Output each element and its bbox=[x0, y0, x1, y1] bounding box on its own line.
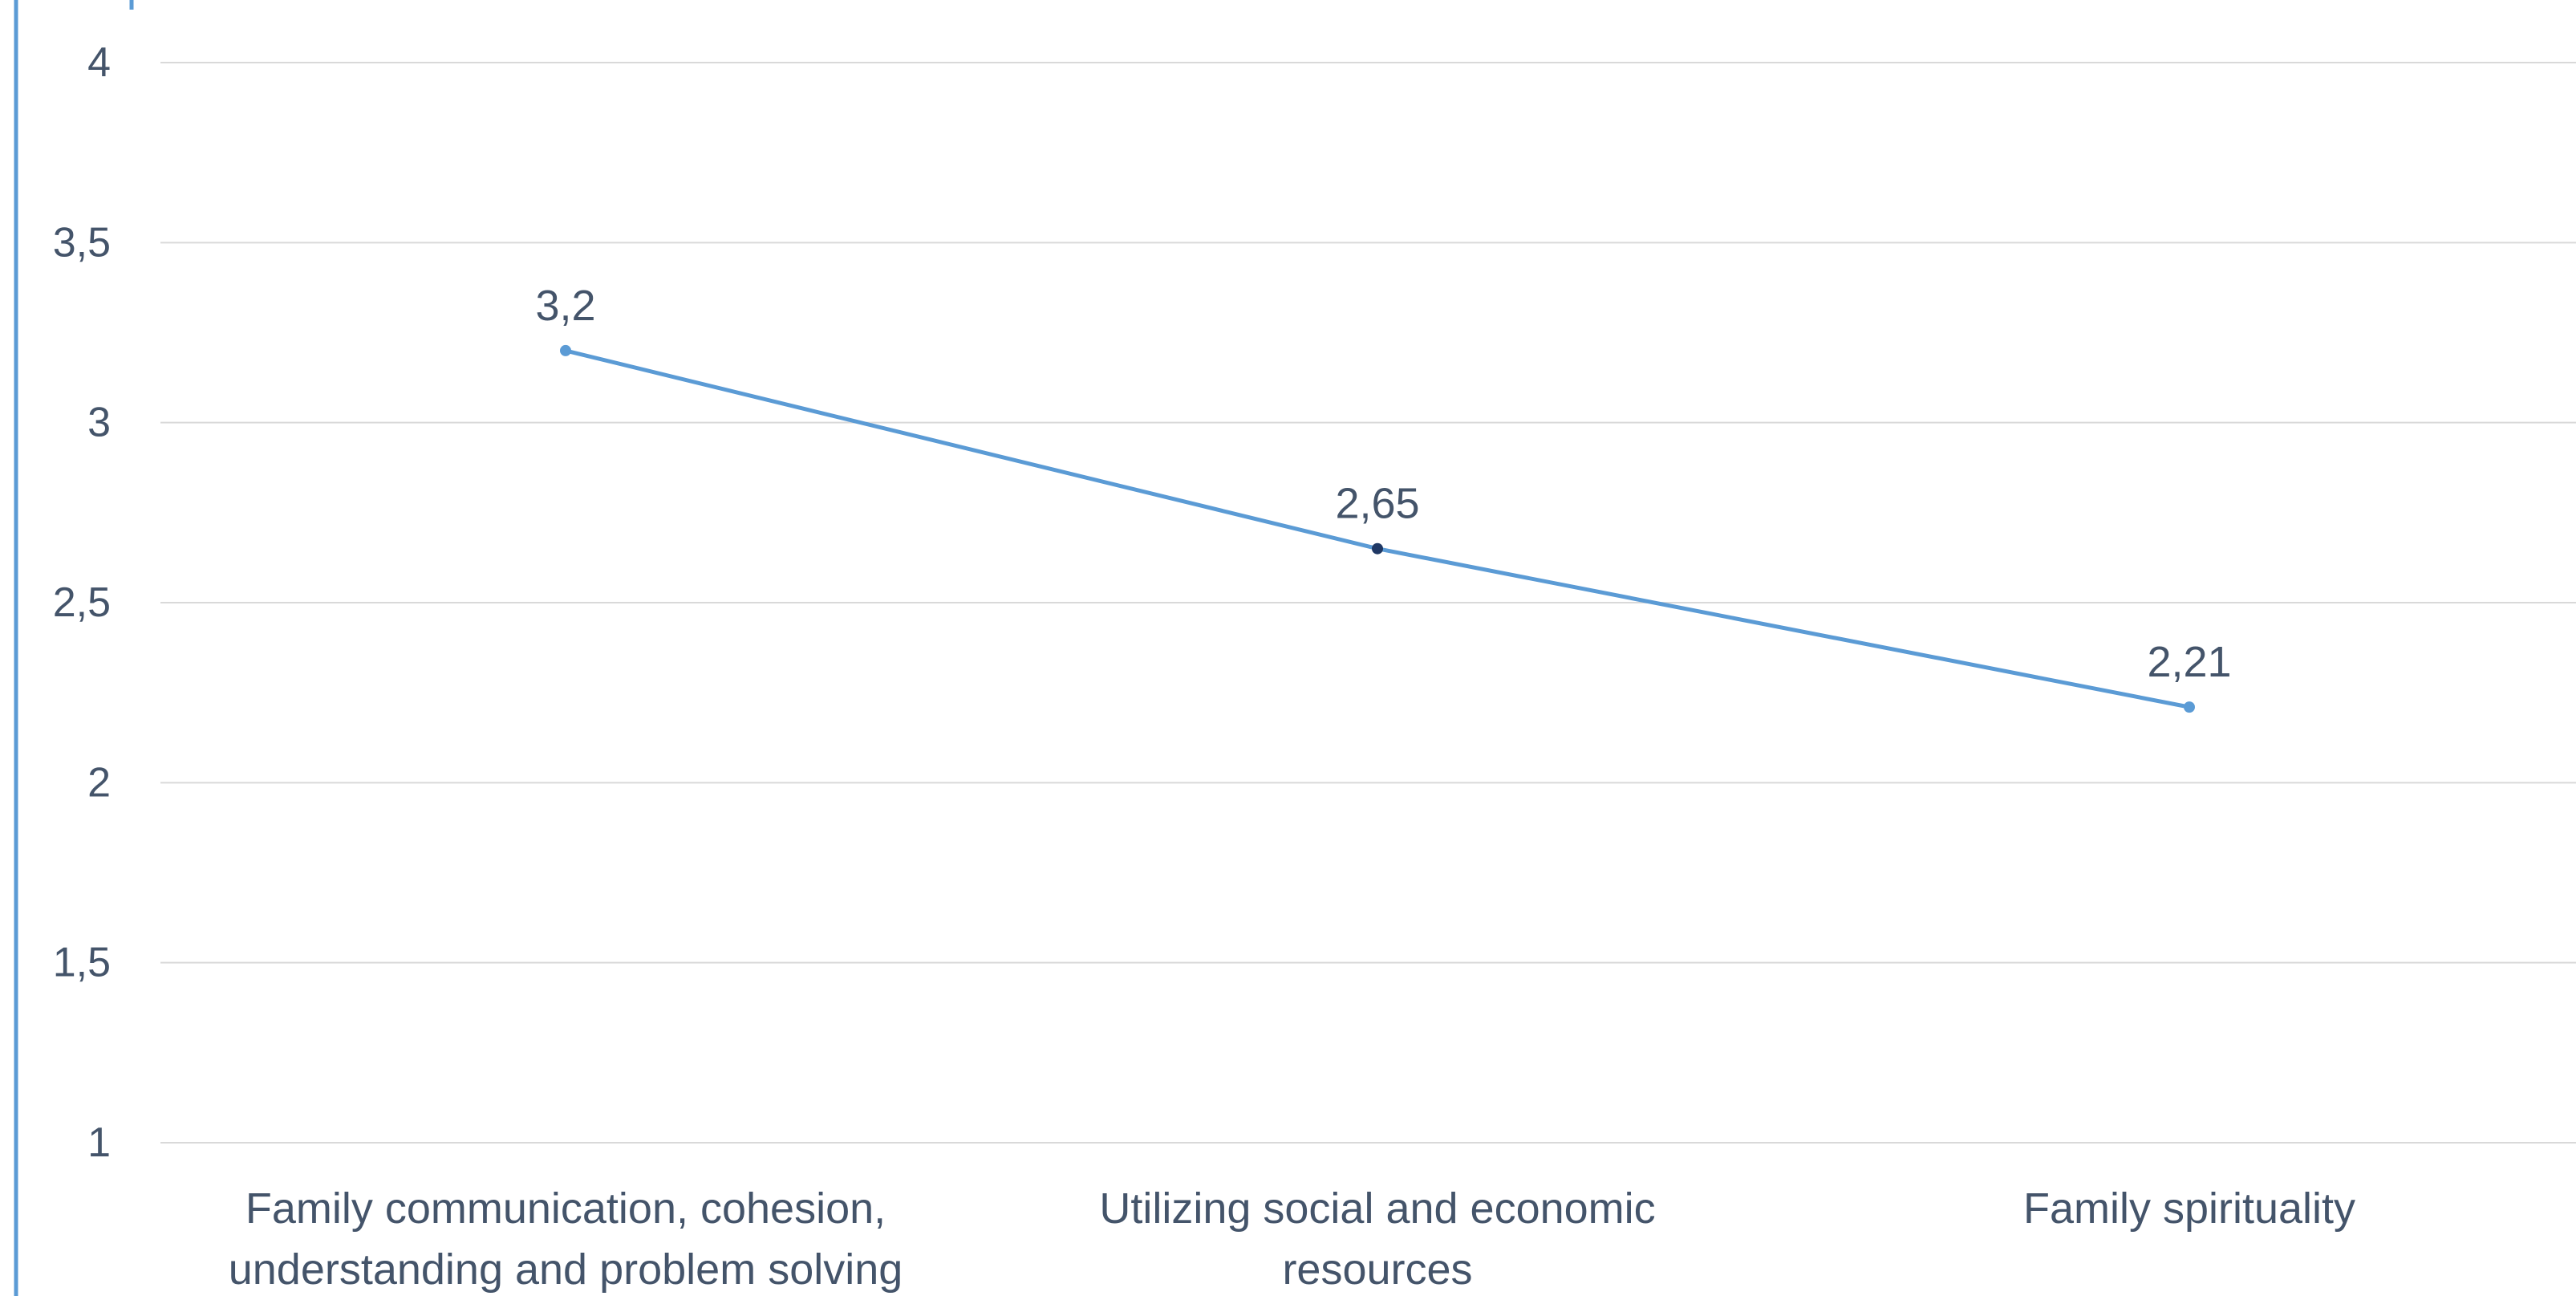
y-tick-label: 3,5 bbox=[53, 219, 111, 266]
y-tick-label: 1,5 bbox=[53, 940, 111, 986]
data-label: 2,65 bbox=[1335, 480, 1419, 528]
series-group bbox=[560, 344, 2195, 713]
data-labels: 3,2 2,65 2,21 bbox=[535, 282, 2231, 686]
x-category-label: Family communication, cohesion, understan… bbox=[229, 1184, 903, 1294]
x-category-label: Family spirituality bbox=[2023, 1184, 2355, 1233]
data-point bbox=[2184, 701, 2195, 713]
x-category-label-line: Family communication, cohesion, bbox=[245, 1184, 886, 1233]
x-category-label-line: Utilizing social and economic bbox=[1099, 1184, 1655, 1233]
data-point bbox=[560, 344, 571, 356]
x-category-label-line: understanding and problem solving bbox=[229, 1245, 903, 1294]
x-axis-category-labels: Family communication, cohesion, understan… bbox=[229, 1184, 2355, 1294]
y-tick-label: 3 bbox=[87, 400, 111, 446]
data-label: 2,21 bbox=[2147, 638, 2231, 686]
y-axis-tick-labels: 1 1,5 2 2,5 3 3,5 4 bbox=[53, 39, 111, 1166]
x-category-label: Utilizing social and economic resources bbox=[1099, 1184, 1655, 1294]
y-tick-label: 2,5 bbox=[53, 579, 111, 626]
data-label: 3,2 bbox=[535, 282, 595, 330]
series-line bbox=[563, 348, 2192, 709]
y-tick-label: 1 bbox=[87, 1119, 111, 1166]
y-tick-label: 4 bbox=[87, 39, 111, 86]
y-tick-label: 2 bbox=[87, 759, 111, 806]
gridlines bbox=[160, 62, 2576, 1144]
data-point bbox=[1372, 542, 1383, 555]
x-category-label-line: resources bbox=[1282, 1245, 1472, 1294]
x-category-label-line: Family spirituality bbox=[2023, 1184, 2355, 1233]
